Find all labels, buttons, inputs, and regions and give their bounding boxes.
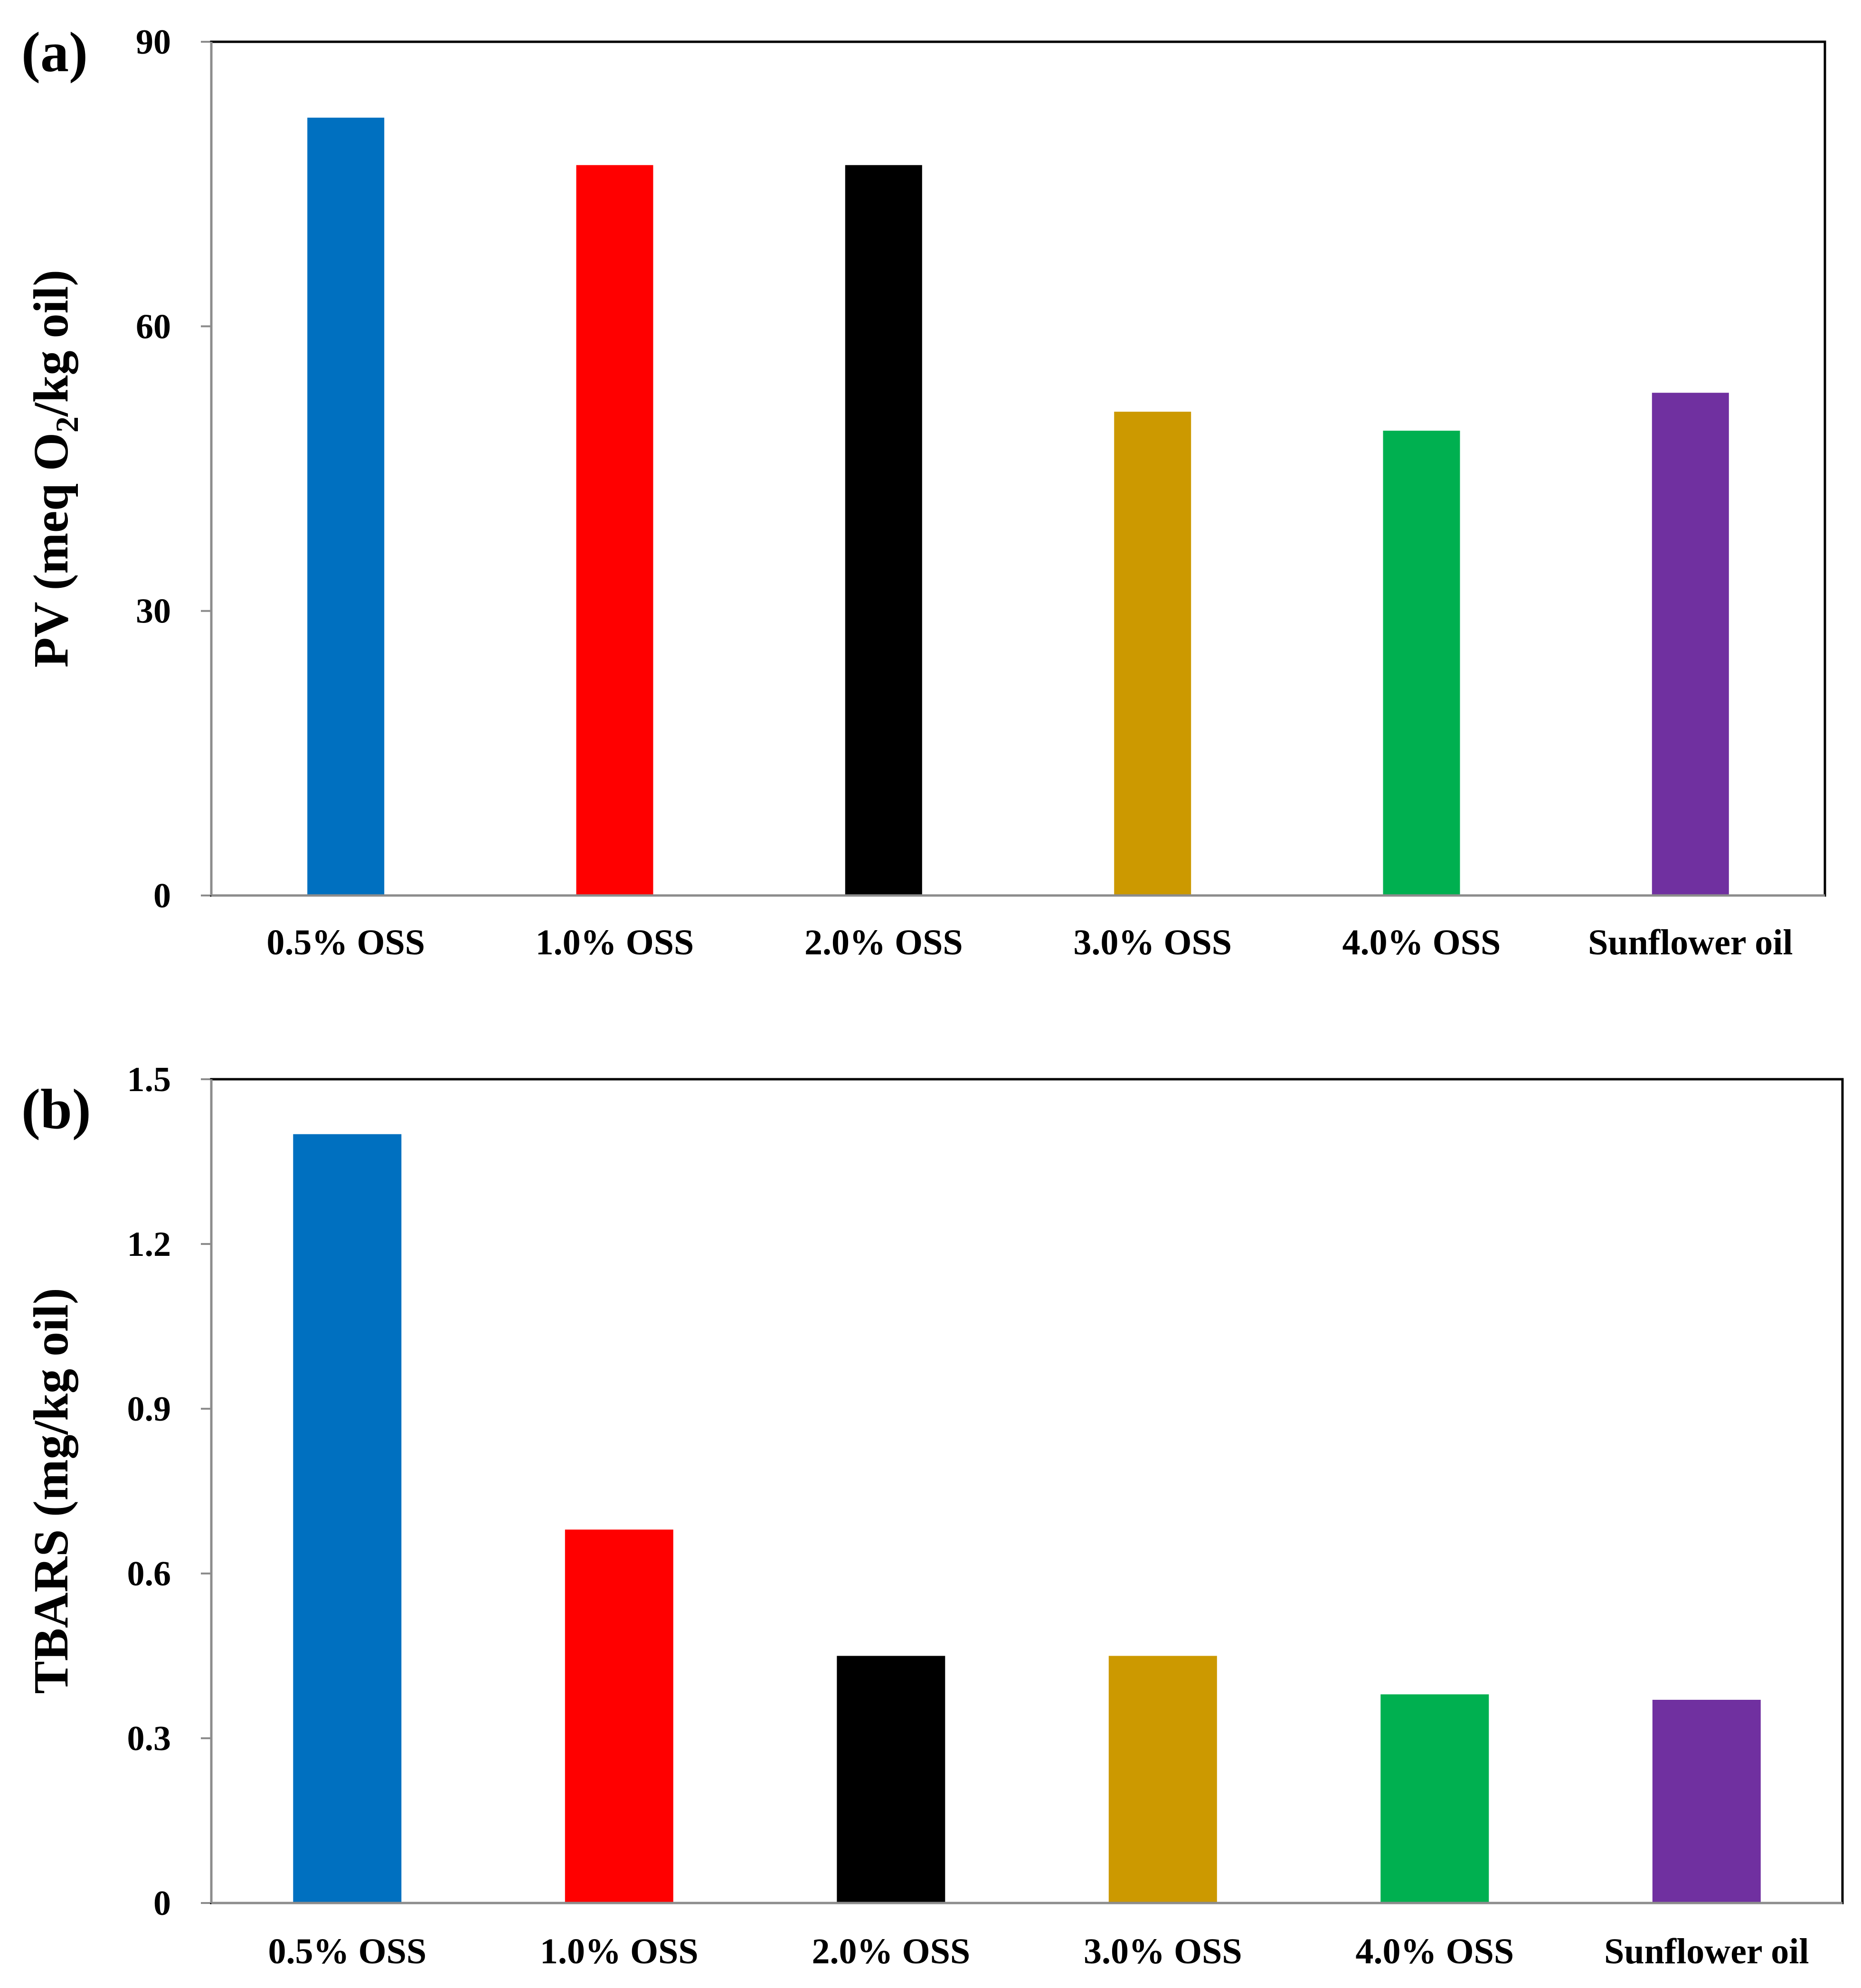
panel-b-bar-1 xyxy=(293,1134,402,1903)
panel-b-y-tick-label: 0.9 xyxy=(127,1390,171,1429)
panel-b-x-tick-label: 1.0% OSS xyxy=(540,1931,699,1971)
panel-b-y-tick-label: 1.2 xyxy=(127,1225,171,1264)
panel-b-x-tick-label: 4.0% OSS xyxy=(1355,1931,1514,1971)
panel-b-bars xyxy=(293,1134,1761,1903)
panel-b-x-tick-label: 3.0% OSS xyxy=(1084,1931,1242,1971)
panel-a-x-tick-label: 0.5% OSS xyxy=(266,923,425,962)
panel-a-bar-6 xyxy=(1652,393,1729,896)
panel-a-y-axis-title: PV (meq O2/kg oil) xyxy=(24,270,85,668)
panel-b-y-tick-label: 1.5 xyxy=(127,1060,171,1099)
panel-b-bar-2 xyxy=(565,1529,673,1903)
panel-a-y-tick-label: 90 xyxy=(136,23,171,62)
panel-b-bar-4 xyxy=(1108,1656,1217,1903)
panel-b-label: (b) xyxy=(21,1077,91,1140)
panel-b-y-axis-title: TBARS (mg/kg oil) xyxy=(24,1288,78,1694)
panel-a-x-tick-label: Sunflower oil xyxy=(1588,923,1793,962)
panel-a-x-tick-label: 3.0% OSS xyxy=(1073,923,1232,962)
panel-b: (b) 0 0.3 0.6 0.9 1.2 1.5 0.5% OSS 1.0% OSS 2.0… xyxy=(21,1060,1844,1971)
panel-b-bar-5 xyxy=(1380,1694,1489,1903)
panel-b-x-tick-label: 2.0% OSS xyxy=(812,1931,970,1971)
panel-a-bar-2 xyxy=(576,165,653,896)
panel-a-y-tick-label: 30 xyxy=(136,592,171,631)
panel-a-bar-4 xyxy=(1114,412,1191,895)
panel-a: (a) 0 30 60 90 0.5% OSS 1.0% OSS 2.0% OSS 3.0%… xyxy=(21,20,1826,962)
panel-a-bar-3 xyxy=(845,165,922,896)
panel-b-x-tick-label: 0.5% OSS xyxy=(268,1931,426,1971)
panel-b-x-tick-label: Sunflower oil xyxy=(1604,1931,1809,1971)
panel-a-y-tick-label: 60 xyxy=(136,307,171,346)
panel-b-bar-3 xyxy=(837,1656,945,1903)
panel-b-y-tick-label: 0 xyxy=(153,1884,171,1923)
panel-b-x-tick-labels: 0.5% OSS 1.0% OSS 2.0% OSS 3.0% OSS 4.0% OSS… xyxy=(268,1931,1809,1971)
panel-b-plot-frame xyxy=(210,1078,1844,1904)
panel-a-x-tick-labels: 0.5% OSS 1.0% OSS 2.0% OSS 3.0% OSS 4.0% OSS… xyxy=(266,923,1793,962)
panel-a-bar-1 xyxy=(307,117,385,895)
panel-a-x-tick-label: 1.0% OSS xyxy=(536,923,694,962)
panel-a-plot-frame xyxy=(210,40,1826,897)
panel-b-y-tick-label: 0.3 xyxy=(127,1719,171,1758)
panel-a-y-tick-label: 0 xyxy=(153,876,171,915)
panel-a-y-ticks: 0 30 60 90 xyxy=(136,23,211,915)
panel-b-y-ticks: 0 0.3 0.6 0.9 1.2 1.5 xyxy=(127,1060,211,1923)
panel-b-bar-6 xyxy=(1652,1700,1761,1903)
panel-a-x-tick-label: 2.0% OSS xyxy=(804,923,963,962)
panel-a-x-tick-label: 4.0% OSS xyxy=(1342,923,1501,962)
panel-a-bars xyxy=(307,117,1729,896)
panel-a-label: (a) xyxy=(21,20,88,84)
panel-b-y-tick-label: 0.6 xyxy=(127,1555,171,1593)
panel-a-bar-5 xyxy=(1383,431,1460,895)
